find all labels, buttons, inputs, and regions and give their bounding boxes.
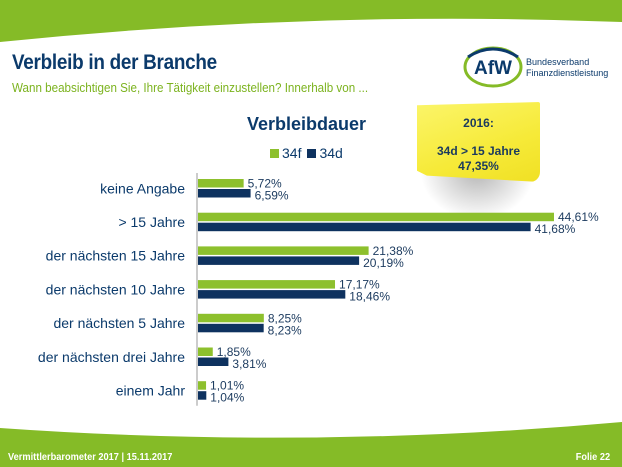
category-label: der nächsten 5 Jahre bbox=[53, 315, 185, 331]
legend-label-34d: 34d bbox=[319, 145, 343, 161]
legend-label-34f: 34f bbox=[282, 145, 302, 161]
data-label-34d: 20,19% bbox=[363, 256, 404, 270]
data-label-34f: 1,01% bbox=[210, 379, 244, 393]
data-label-34f: 21,38% bbox=[373, 244, 414, 258]
data-label-34f: 44,61% bbox=[558, 210, 599, 224]
bar-34f bbox=[198, 381, 207, 390]
bar-34f bbox=[198, 313, 264, 323]
afw-logo: AfW bbox=[463, 46, 523, 88]
data-label-34d: 8,23% bbox=[268, 323, 302, 337]
sticky-note: 2016: 34d > 15 Jahre 47,35% bbox=[417, 102, 540, 182]
data-label-34d: 6,59% bbox=[255, 189, 289, 203]
legend-swatch-34d bbox=[307, 148, 317, 158]
logo-line-2: Finanzdienstleistung bbox=[526, 68, 609, 79]
category-label: einem Jahr bbox=[116, 382, 186, 398]
chart-title: Verbleibdauer bbox=[247, 114, 367, 134]
note-line-1: 34d > 15 Jahre bbox=[436, 144, 521, 158]
bar-34f bbox=[198, 347, 213, 356]
logo-mark: AfW bbox=[474, 58, 512, 79]
logo-line-1: Bundesverband bbox=[526, 57, 590, 68]
bar-34f bbox=[198, 179, 244, 188]
category-label: der nächsten 10 Jahre bbox=[46, 281, 186, 297]
bar-34d bbox=[198, 357, 229, 366]
legend-item-34f: 34f bbox=[270, 145, 301, 161]
bar-34d bbox=[198, 290, 346, 299]
data-label-34f: 8,25% bbox=[268, 311, 302, 325]
data-label-34f: 5,72% bbox=[248, 177, 282, 191]
note-year: 2016: bbox=[463, 116, 494, 130]
data-label-34d: 41,68% bbox=[535, 222, 576, 236]
bar-34d bbox=[198, 189, 251, 198]
category-label: der nächsten drei Jahre bbox=[38, 349, 185, 365]
bar-34f bbox=[198, 212, 554, 222]
data-label-34f: 1,85% bbox=[217, 345, 251, 359]
chart-legend: 34f 34d bbox=[270, 145, 349, 161]
note-line-2: 47,35% bbox=[458, 159, 499, 173]
legend-item-34d: 34d bbox=[307, 145, 343, 161]
category-label: der nächsten 15 Jahre bbox=[46, 248, 186, 264]
data-label-34d: 3,81% bbox=[232, 357, 266, 371]
logo-text: Bundesverband Finanzdienstleistung bbox=[526, 57, 608, 79]
data-label-34d: 18,46% bbox=[349, 290, 390, 304]
data-label-34d: 1,04% bbox=[210, 391, 244, 405]
header-band bbox=[0, 0, 622, 42]
bar-34f bbox=[198, 280, 336, 289]
footer-band bbox=[0, 422, 622, 467]
slide-number: Folie 22 bbox=[575, 451, 610, 463]
bar-34d bbox=[198, 391, 207, 400]
bar-34f bbox=[198, 246, 369, 255]
footer-text: Vermittlerbarometer 2017 | 15.11.2017 bbox=[8, 451, 173, 463]
legend-swatch-34f bbox=[270, 148, 279, 158]
bar-34d bbox=[198, 222, 531, 232]
page-title: Verbleib in der Branche bbox=[12, 51, 217, 74]
bar-34d bbox=[198, 323, 264, 333]
category-label: keine Angabe bbox=[100, 180, 185, 196]
category-label: > 15 Jahre bbox=[118, 214, 185, 230]
page-subtitle: Wann beabsichtigen Sie, Ihre Tätigkeit e… bbox=[12, 81, 369, 95]
data-label-34f: 17,17% bbox=[339, 278, 380, 292]
bar-34d bbox=[198, 256, 360, 265]
